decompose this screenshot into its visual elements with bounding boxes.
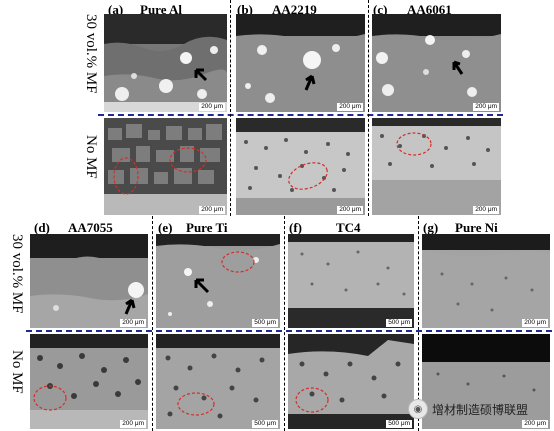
watermark: ◉ 增材制造硕博联盟: [408, 399, 528, 419]
micrograph-b-nomf: 200 μm: [236, 118, 365, 215]
divider-bottom-row: [26, 330, 552, 332]
separator-ef: [284, 216, 285, 431]
row-label-no-mf-top: No MF: [83, 135, 99, 179]
scale-bar-f-mf: 500 μm: [386, 319, 412, 327]
micrograph-a-mf: 200 μm: [104, 14, 227, 112]
scale-bar-e-nomf: 500 μm: [252, 420, 278, 428]
scale-bar-g-nomf: 200 μm: [522, 420, 548, 428]
scale-bar-b-nomf: 200 μm: [337, 206, 363, 214]
micrograph-c-mf: 200 μm: [372, 14, 501, 112]
scale-bar-d-nomf: 200 μm: [120, 420, 146, 428]
separator-ab: [230, 0, 231, 216]
scale-bar-d-mf: 200 μm: [120, 319, 146, 327]
panel-a-title: Pure Al: [140, 2, 183, 17]
scale-bar-f-nomf: 500 μm: [386, 420, 412, 428]
separator-de: [152, 216, 153, 431]
separator-bc: [368, 0, 369, 216]
panel-f-title: TC4: [336, 220, 361, 235]
panel-e-label: (e): [158, 220, 173, 235]
scale-bar-b-mf: 200 μm: [337, 103, 363, 111]
wechat-icon: ◉: [408, 399, 428, 419]
watermark-text: 增材制造硕博联盟: [432, 402, 529, 417]
scale-bar-a-nomf: 200 μm: [199, 206, 225, 214]
micrograph-f-nomf: 500 μm: [288, 334, 414, 429]
row-label-no-mf-bottom: No MF: [9, 350, 25, 394]
panel-b-label: (b): [237, 2, 253, 17]
panel-f-label: (f): [289, 220, 302, 235]
micrograph-e-nomf: 500 μm: [156, 334, 280, 429]
divider-top-row: [98, 114, 503, 116]
micrograph-a-nomf: 200 μm: [104, 118, 227, 215]
panel-c-label: (c): [373, 2, 388, 17]
panel-c-title: AA6061: [407, 2, 452, 17]
micrograph-g-nomf: 200 μm: [422, 334, 550, 429]
row-label-with-mf-bottom: 30 vol.% MF: [9, 234, 25, 314]
separator-fg: [418, 216, 419, 431]
panel-g-title: Pure Ni: [455, 220, 498, 235]
panel-g-label: (g): [423, 220, 439, 235]
micrograph-d-mf: 200 μm: [30, 234, 148, 328]
micrograph-c-nomf: 200 μm: [372, 118, 501, 215]
panel-a-label: (a): [108, 2, 124, 17]
panel-d-title: AA7055: [68, 220, 113, 235]
micrograph-d-nomf: 200 μm: [30, 334, 148, 429]
scale-bar-c-mf: 200 μm: [473, 103, 499, 111]
scale-bar-a-mf: 200 μm: [199, 103, 225, 111]
panel-b-title: AA2219: [272, 2, 317, 17]
scale-bar-g-mf: 200 μm: [522, 319, 548, 327]
panel-d-label: (d): [34, 220, 50, 235]
panel-e-title: Pure Ti: [186, 220, 228, 235]
row-label-with-mf-top: 30 vol.% MF: [83, 14, 99, 94]
micrograph-b-mf: 200 μm: [236, 14, 365, 112]
micrograph-f-mf: 500 μm: [288, 234, 414, 328]
scale-bar-e-mf: 500 μm: [252, 319, 278, 327]
micrograph-g-mf: 200 μm: [422, 234, 550, 328]
micrograph-e-mf: 500 μm: [156, 234, 280, 328]
scale-bar-c-nomf: 200 μm: [473, 206, 499, 214]
